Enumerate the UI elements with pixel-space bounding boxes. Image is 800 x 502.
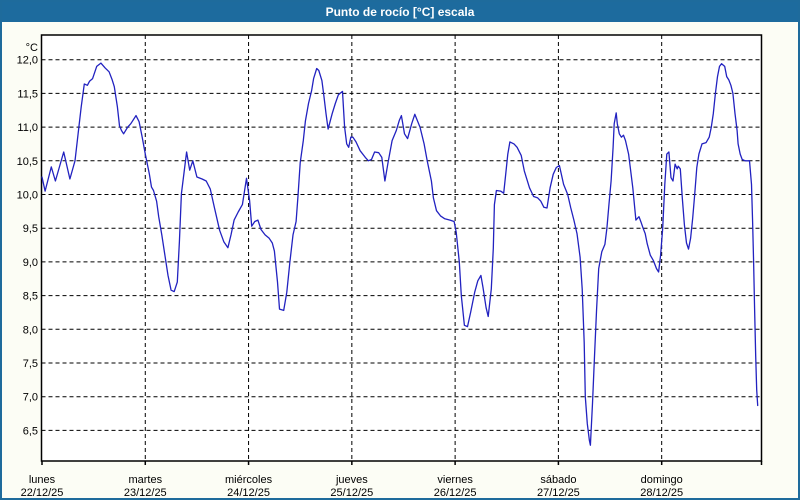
- y-tick-label: 11,0: [17, 122, 38, 134]
- y-tick-label: 7,0: [23, 392, 38, 404]
- x-day-name-label: martes: [128, 474, 162, 486]
- x-day-name-label: lunes: [29, 474, 56, 486]
- x-day-name-label: jueves: [335, 474, 368, 486]
- y-tick-label: 9,5: [23, 223, 38, 235]
- x-day-date-label: 24/12/25: [227, 487, 270, 499]
- y-tick-label: 6,5: [23, 425, 38, 437]
- chart-title-bar: Punto de rocío [°C] escala: [2, 2, 798, 22]
- y-tick-label: 10,0: [17, 190, 38, 202]
- x-day-date-label: 27/12/25: [537, 487, 580, 499]
- y-tick-label: 7,5: [23, 358, 38, 370]
- dewpoint-series-line: [41, 62, 759, 446]
- x-day-name-label: miércoles: [225, 474, 273, 486]
- x-day-date-label: 25/12/25: [330, 487, 373, 499]
- x-day-name-label: sábado: [540, 474, 576, 486]
- x-day-name-label: domingo: [641, 474, 683, 486]
- y-tick-label: 8,5: [23, 291, 38, 303]
- y-tick-label: 11,5: [17, 88, 38, 100]
- y-tick-label: 8,0: [23, 324, 38, 336]
- chart-title: Punto de rocío [°C] escala: [325, 5, 475, 19]
- plot-border: [40, 34, 763, 462]
- x-day-date-label: 28/12/25: [640, 487, 683, 499]
- x-day-date-label: 23/12/25: [124, 487, 167, 499]
- y-tick-label: 12,0: [17, 55, 38, 67]
- x-day-date-label: 26/12/25: [434, 487, 477, 499]
- x-day-name-label: viernes: [437, 474, 473, 486]
- plot-area: [41, 35, 762, 461]
- x-day-date-label: 22/12/25: [21, 487, 64, 499]
- y-axis-unit-label: °C: [26, 42, 38, 54]
- y-tick-label: 10,5: [17, 156, 38, 168]
- y-tick-label: 9,0: [23, 257, 38, 269]
